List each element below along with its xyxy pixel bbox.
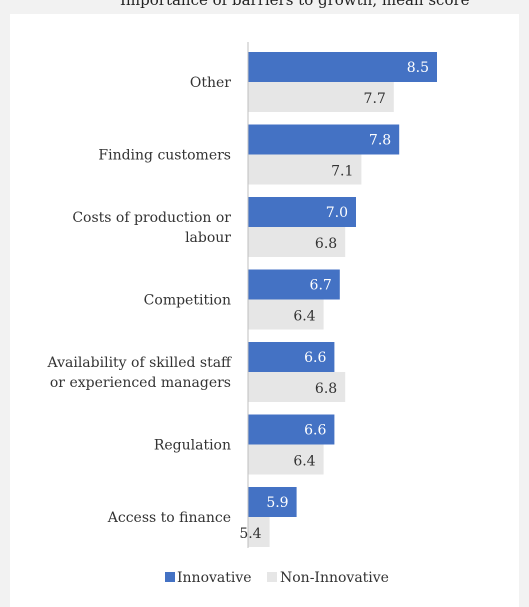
bar-innovative (248, 414, 335, 445)
data-label-non-innovative: 6.8 (315, 381, 337, 397)
legend-label-non-innovative: Non-Innovative (280, 570, 389, 586)
category-label: Costs of production or (72, 210, 231, 226)
category-label: Finding customers (98, 148, 231, 164)
bar-innovative (248, 197, 356, 227)
cropped-title: Importance of barriers to growth, mean s… (120, 0, 470, 9)
data-label-non-innovative: 6.4 (293, 309, 315, 325)
category-label: Availability of skilled staff (47, 355, 232, 371)
data-label-innovative: 8.5 (407, 60, 429, 76)
category-label: Regulation (154, 438, 231, 454)
data-label-non-innovative: 7.7 (364, 91, 386, 107)
bar-non-innovative (248, 444, 324, 475)
category-label: Access to finance (107, 510, 231, 526)
data-label-innovative: 6.6 (304, 350, 326, 366)
data-label-innovative: 7.0 (326, 205, 348, 221)
data-label-non-innovative: 6.4 (293, 454, 315, 470)
data-label-innovative: 5.9 (266, 495, 288, 511)
legend-swatch-innovative (165, 572, 175, 582)
bar-non-innovative (248, 154, 362, 185)
bar-innovative (248, 52, 437, 82)
category-label: Competition (144, 293, 231, 309)
legend-swatch-non-innovative (267, 572, 277, 582)
cropped-title-strip: Importance of barriers to growth, mean s… (0, 0, 529, 14)
bar-innovative (248, 487, 297, 517)
category-label: or experienced managers (50, 375, 231, 391)
chart-panel: 8.5 7.7 Other 7.8 7.1 Finding customers 7.0 6.8… (10, 14, 519, 607)
category-label: labour (185, 230, 231, 246)
data-label-innovative: 6.6 (304, 423, 326, 439)
data-label-innovative: 6.7 (310, 278, 332, 294)
bar-non-innovative (248, 299, 324, 330)
bar-non-innovative (248, 372, 346, 402)
data-label-non-innovative: 7.1 (331, 164, 353, 180)
legend-label-innovative: Innovative (177, 570, 252, 586)
bar-innovative (248, 269, 340, 300)
data-label-non-innovative: 5.4 (239, 526, 261, 542)
bar-non-innovative (248, 82, 394, 112)
bar-chart: 8.5 7.7 Other 7.8 7.1 Finding customers 7.0 6.8… (47, 42, 437, 586)
bar-innovative (248, 124, 400, 155)
data-label-non-innovative: 6.8 (315, 236, 337, 252)
bar-non-innovative (248, 227, 346, 257)
data-label-innovative: 7.8 (369, 133, 391, 149)
category-label: Other (190, 75, 231, 91)
bar-non-innovative (248, 517, 270, 547)
bar-innovative (248, 342, 335, 372)
